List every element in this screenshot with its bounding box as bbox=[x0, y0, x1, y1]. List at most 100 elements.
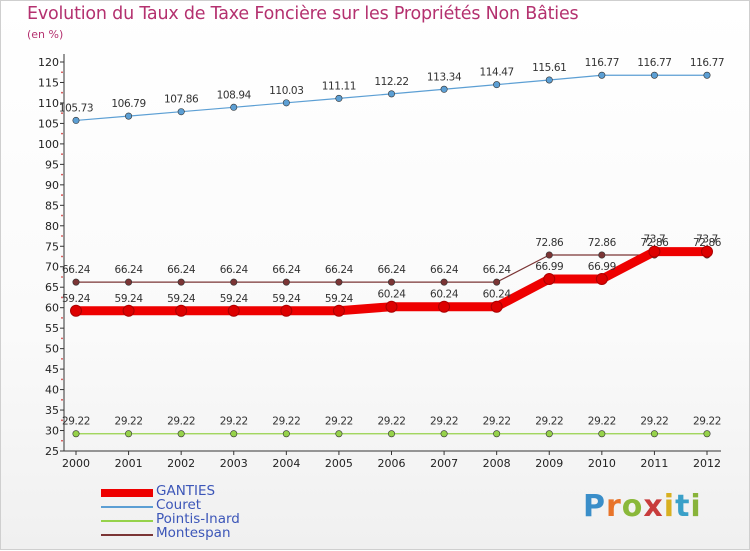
data-label-montespan: 72.86 bbox=[588, 237, 617, 249]
data-label-montespan: 66.24 bbox=[62, 264, 91, 276]
y-tick-label: 110 bbox=[38, 97, 59, 110]
legend-item-pointis-inard: Pointis-Inard bbox=[101, 511, 321, 527]
data-point-ganties bbox=[595, 273, 608, 286]
data-label-ganties: 59.24 bbox=[167, 293, 196, 305]
data-label-couret: 113.34 bbox=[427, 71, 462, 83]
data-label-montespan: 66.24 bbox=[115, 264, 144, 276]
y-minor-tick bbox=[61, 296, 63, 299]
data-label-pointis-inard: 29.22 bbox=[430, 416, 458, 428]
y-tick-label: 100 bbox=[38, 138, 59, 151]
legend-label: Couret bbox=[156, 497, 202, 513]
data-point-ganties bbox=[227, 304, 240, 317]
data-point-montespan bbox=[230, 278, 238, 286]
data-label-ganties: 59.24 bbox=[115, 293, 144, 305]
data-point-ganties bbox=[175, 304, 188, 317]
legend-item-ganties: GANTIES bbox=[101, 483, 321, 499]
data-point-couret bbox=[703, 71, 711, 79]
data-label-ganties: 73.7 bbox=[644, 234, 666, 246]
data-point-pointis-inard bbox=[440, 430, 448, 438]
legend-label: Montespan bbox=[156, 525, 231, 541]
data-label-pointis-inard: 29.22 bbox=[62, 416, 90, 428]
data-label-couret: 107.86 bbox=[164, 94, 199, 106]
logo-letter: o bbox=[621, 489, 644, 524]
data-label-pointis-inard: 29.22 bbox=[167, 416, 195, 428]
data-point-couret bbox=[72, 116, 80, 124]
data-label-couret: 110.03 bbox=[269, 85, 303, 97]
data-point-ganties bbox=[490, 300, 503, 313]
data-label-pointis-inard: 29.22 bbox=[693, 416, 721, 428]
x-tick-label: 2002 bbox=[167, 457, 195, 470]
y-tick-label: 25 bbox=[45, 445, 59, 458]
data-label-couret: 108.94 bbox=[217, 89, 252, 101]
legend-label: GANTIES bbox=[156, 483, 216, 499]
data-point-montespan bbox=[545, 251, 553, 259]
logo-letter: x bbox=[643, 489, 664, 524]
x-tick-label: 2007 bbox=[430, 457, 458, 470]
chart-title: Evolution du Taux de Taxe Foncière sur l… bbox=[27, 4, 579, 24]
data-point-pointis-inard bbox=[493, 430, 501, 438]
data-label-pointis-inard: 29.22 bbox=[588, 416, 616, 428]
data-label-couret: 116.77 bbox=[637, 57, 671, 69]
y-tick-label: 35 bbox=[45, 404, 59, 417]
y-tick-label: 105 bbox=[38, 117, 59, 130]
data-point-montespan bbox=[282, 278, 290, 286]
x-tick-label: 2010 bbox=[588, 457, 616, 470]
data-point-montespan bbox=[177, 278, 185, 286]
data-label-montespan: 66.24 bbox=[167, 264, 196, 276]
data-point-couret bbox=[177, 108, 185, 116]
data-label-pointis-inard: 29.22 bbox=[640, 416, 668, 428]
data-label-montespan: 66.24 bbox=[325, 264, 354, 276]
data-label-ganties: 66.99 bbox=[588, 261, 616, 273]
y-tick-label: 115 bbox=[38, 76, 59, 89]
data-label-pointis-inard: 29.22 bbox=[115, 416, 143, 428]
legend-swatch bbox=[101, 489, 153, 497]
data-point-couret bbox=[387, 90, 395, 98]
legend-swatch bbox=[101, 534, 153, 536]
x-tick-label: 2006 bbox=[378, 457, 406, 470]
data-point-pointis-inard bbox=[650, 430, 658, 438]
y-tick-label: 30 bbox=[45, 425, 59, 438]
logo-letter: P bbox=[583, 489, 606, 524]
data-point-ganties bbox=[122, 304, 135, 317]
data-label-montespan: 72.86 bbox=[640, 237, 669, 249]
data-label-ganties: 59.24 bbox=[325, 293, 354, 305]
y-tick-label: 80 bbox=[45, 220, 59, 233]
logo-letter: i bbox=[690, 489, 702, 524]
y-tick-label: 45 bbox=[45, 363, 59, 376]
data-label-montespan: 66.24 bbox=[220, 264, 249, 276]
y-minor-tick bbox=[61, 317, 63, 319]
data-label-pointis-inard: 29.22 bbox=[377, 416, 405, 428]
data-point-couret bbox=[282, 99, 290, 107]
data-label-montespan: 72.86 bbox=[693, 237, 722, 249]
data-label-ganties: 59.24 bbox=[272, 293, 301, 305]
data-label-couret: 112.22 bbox=[374, 76, 408, 88]
data-label-pointis-inard: 29.22 bbox=[325, 416, 353, 428]
data-label-ganties: 60.24 bbox=[430, 289, 459, 301]
data-point-pointis-inard bbox=[125, 430, 133, 438]
chart-unit-label: (en %) bbox=[27, 28, 64, 41]
legend-swatch bbox=[101, 520, 153, 522]
data-point-couret bbox=[230, 103, 238, 111]
y-tick-label: 40 bbox=[45, 384, 59, 397]
x-tick-label: 2000 bbox=[62, 457, 90, 470]
data-label-couret: 115.61 bbox=[532, 62, 566, 74]
data-point-montespan bbox=[493, 278, 501, 286]
data-label-ganties: 66.99 bbox=[535, 261, 563, 273]
y-tick-label: 90 bbox=[45, 179, 59, 192]
proxiti-logo: Proxiti bbox=[583, 489, 702, 524]
y-minor-tick bbox=[61, 276, 63, 278]
y-minor-tick bbox=[61, 71, 63, 74]
data-label-ganties: 59.24 bbox=[220, 293, 249, 305]
data-label-pointis-inard: 29.22 bbox=[272, 416, 300, 428]
data-point-pointis-inard bbox=[598, 430, 606, 438]
data-label-ganties: 60.24 bbox=[377, 289, 406, 301]
y-minor-tick bbox=[61, 255, 63, 258]
data-label-pointis-inard: 29.22 bbox=[535, 416, 563, 428]
data-label-couret: 114.47 bbox=[479, 67, 513, 79]
y-minor-tick bbox=[61, 91, 63, 94]
data-label-montespan: 66.24 bbox=[272, 264, 301, 276]
data-label-montespan: 72.86 bbox=[535, 237, 564, 249]
data-point-montespan bbox=[125, 278, 133, 286]
data-point-couret bbox=[335, 94, 343, 102]
data-label-ganties: 60.24 bbox=[483, 289, 512, 301]
